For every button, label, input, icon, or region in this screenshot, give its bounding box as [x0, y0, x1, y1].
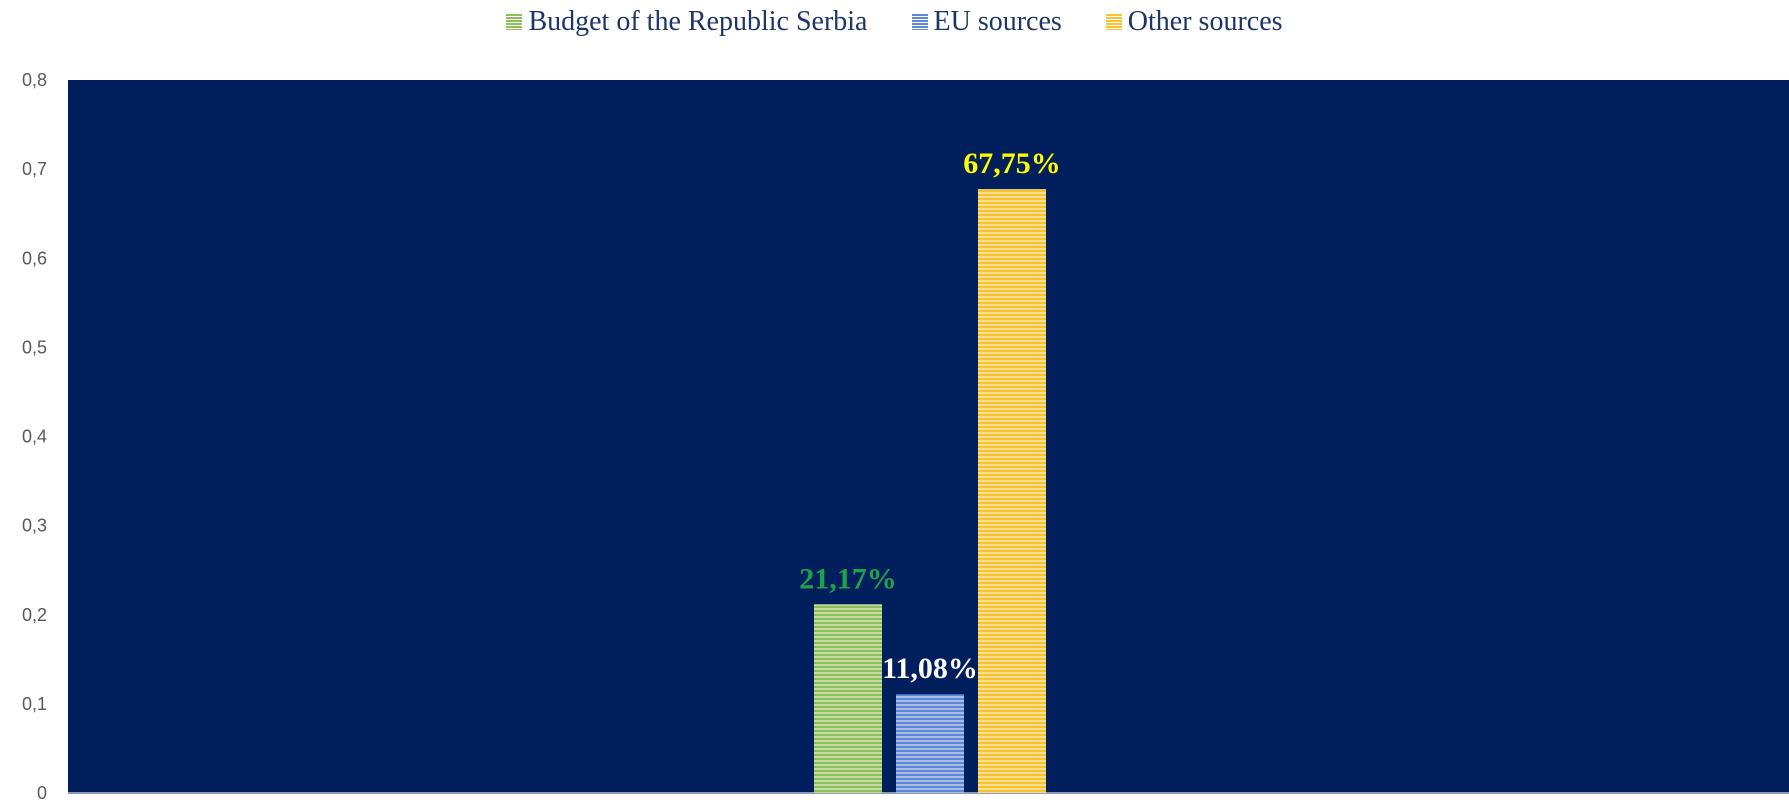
y-tick-label: 0,2	[22, 605, 47, 625]
y-tick-label: 0,4	[22, 427, 47, 447]
legend-item: Budget of the Republic Serbia	[506, 6, 868, 38]
plot-area	[68, 80, 1789, 793]
legend-label: EU sources	[933, 6, 1062, 37]
y-tick-label: 0,7	[22, 159, 47, 179]
legend-item: EU sources	[911, 6, 1062, 38]
y-tick-label: 0,6	[22, 248, 47, 268]
legend-label: Other sources	[1127, 6, 1283, 37]
legend: Budget of the Republic Serbia EU sources O…	[0, 6, 1789, 38]
legend-item: Other sources	[1105, 6, 1283, 38]
data-label: 21,17%	[799, 562, 897, 595]
bar-stripes	[978, 189, 1046, 794]
y-tick-label: 0,8	[22, 70, 47, 90]
y-tick-label: 0	[37, 783, 47, 803]
data-label: 11,08%	[882, 652, 978, 685]
legend-label: Budget of the Republic Serbia	[528, 6, 868, 37]
bar-stripes	[896, 694, 964, 793]
legend-swatch	[506, 14, 523, 30]
data-label: 67,75%	[963, 147, 1061, 180]
bar-stripes	[814, 604, 882, 793]
legend-swatch	[1105, 14, 1122, 30]
y-tick-label: 0,5	[22, 337, 47, 357]
y-tick-label: 0,3	[22, 516, 47, 536]
y-tick-label: 0,1	[22, 694, 47, 714]
legend-swatch	[911, 14, 928, 30]
